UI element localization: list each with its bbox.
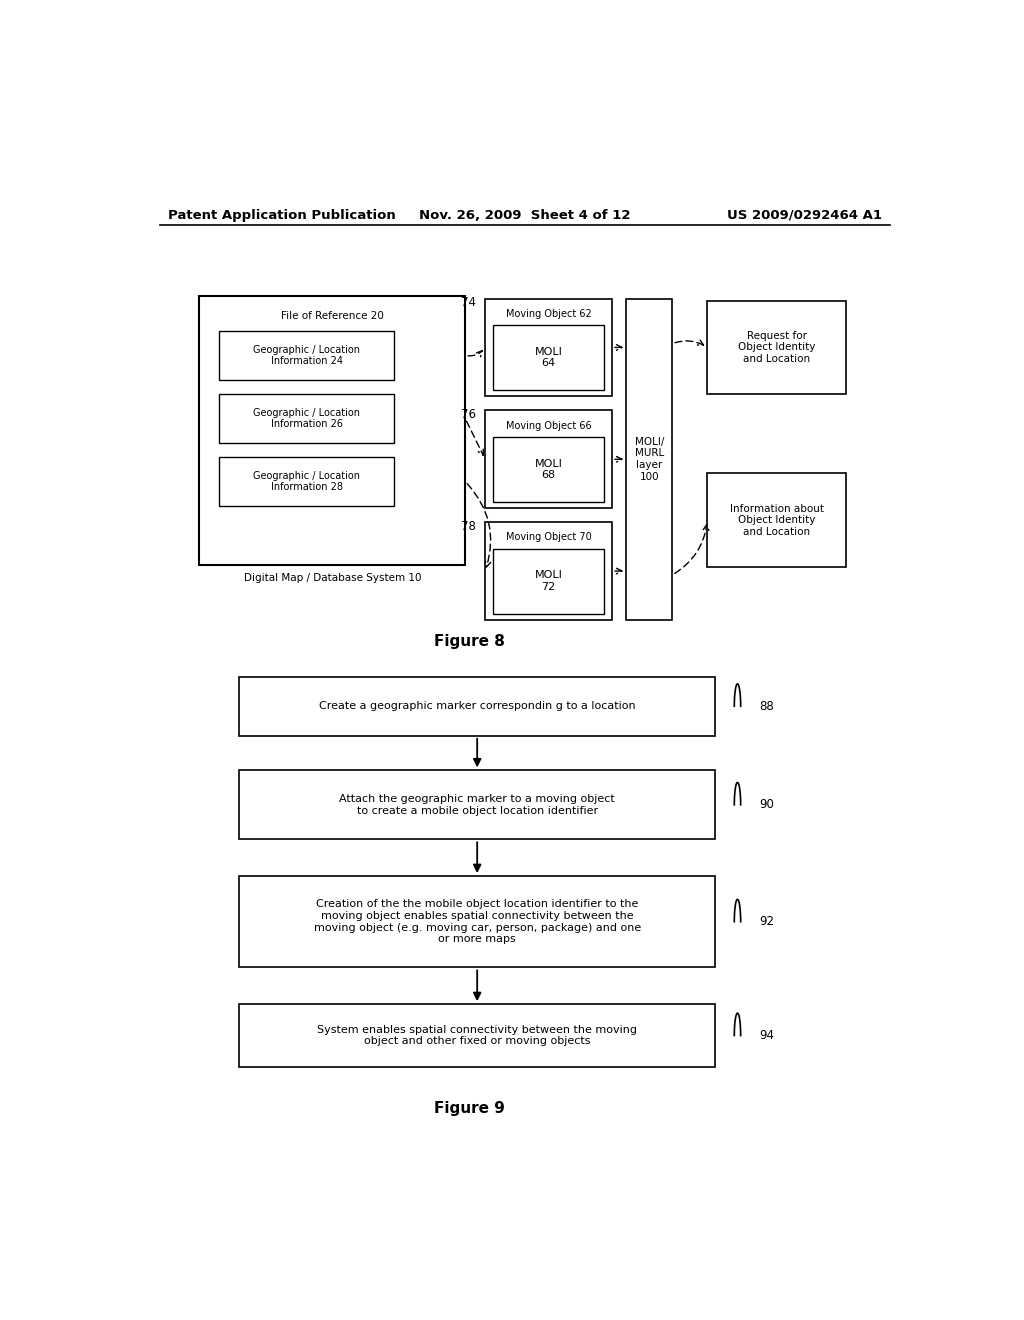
Bar: [200, 296, 465, 565]
Bar: [485, 298, 612, 396]
Text: MOLI
68: MOLI 68: [535, 458, 562, 480]
Text: Moving Object 66: Moving Object 66: [506, 421, 592, 430]
Bar: [219, 457, 394, 506]
Bar: [240, 876, 715, 968]
Bar: [219, 395, 394, 444]
Text: MOLI
64: MOLI 64: [535, 347, 562, 368]
Text: Nov. 26, 2009  Sheet 4 of 12: Nov. 26, 2009 Sheet 4 of 12: [419, 209, 631, 222]
Bar: [485, 523, 612, 620]
Text: Information about
Object Identity
and Location: Information about Object Identity and Lo…: [730, 504, 823, 537]
Text: Create a geographic marker correspondin g to a location: Create a geographic marker correspondin …: [318, 701, 636, 711]
Bar: [240, 771, 715, 840]
Text: 74: 74: [461, 296, 475, 309]
Text: 92: 92: [759, 915, 774, 928]
Bar: [494, 549, 604, 614]
Text: 90: 90: [759, 799, 774, 812]
Text: Attach the geographic marker to a moving object
to create a mobile object locati: Attach the geographic marker to a moving…: [339, 795, 615, 816]
Bar: [708, 474, 846, 568]
Text: Patent Application Publication: Patent Application Publication: [168, 209, 395, 222]
Text: Moving Object 62: Moving Object 62: [506, 309, 592, 319]
Text: 76: 76: [461, 408, 475, 421]
Bar: [494, 325, 604, 391]
Text: File of Reference 20: File of Reference 20: [281, 312, 383, 321]
Bar: [627, 298, 673, 620]
Text: Geographic / Location
Information 26: Geographic / Location Information 26: [253, 408, 360, 429]
Text: 94: 94: [759, 1030, 774, 1041]
Text: MOLI
72: MOLI 72: [535, 570, 562, 593]
Bar: [219, 331, 394, 380]
Text: 78: 78: [461, 520, 475, 533]
Bar: [485, 411, 612, 508]
Text: US 2009/0292464 A1: US 2009/0292464 A1: [727, 209, 882, 222]
Bar: [240, 1005, 715, 1067]
Text: 88: 88: [759, 700, 774, 713]
Text: Moving Object 70: Moving Object 70: [506, 532, 592, 543]
Text: MOLI/
MURL
layer
100: MOLI/ MURL layer 100: [635, 437, 665, 482]
Text: Geographic / Location
Information 24: Geographic / Location Information 24: [253, 345, 360, 367]
Text: Figure 8: Figure 8: [434, 634, 505, 648]
Bar: [240, 677, 715, 735]
Text: System enables spatial connectivity between the moving
object and other fixed or: System enables spatial connectivity betw…: [317, 1024, 637, 1047]
Text: Creation of the the mobile object location identifier to the
moving object enabl: Creation of the the mobile object locati…: [313, 899, 641, 944]
Text: Geographic / Location
Information 28: Geographic / Location Information 28: [253, 471, 360, 492]
Bar: [494, 437, 604, 502]
Text: Digital Map / Database System 10: Digital Map / Database System 10: [244, 573, 421, 583]
Text: Figure 9: Figure 9: [434, 1101, 505, 1117]
Text: Request for
Object Identity
and Location: Request for Object Identity and Location: [738, 331, 815, 364]
Bar: [708, 301, 846, 395]
